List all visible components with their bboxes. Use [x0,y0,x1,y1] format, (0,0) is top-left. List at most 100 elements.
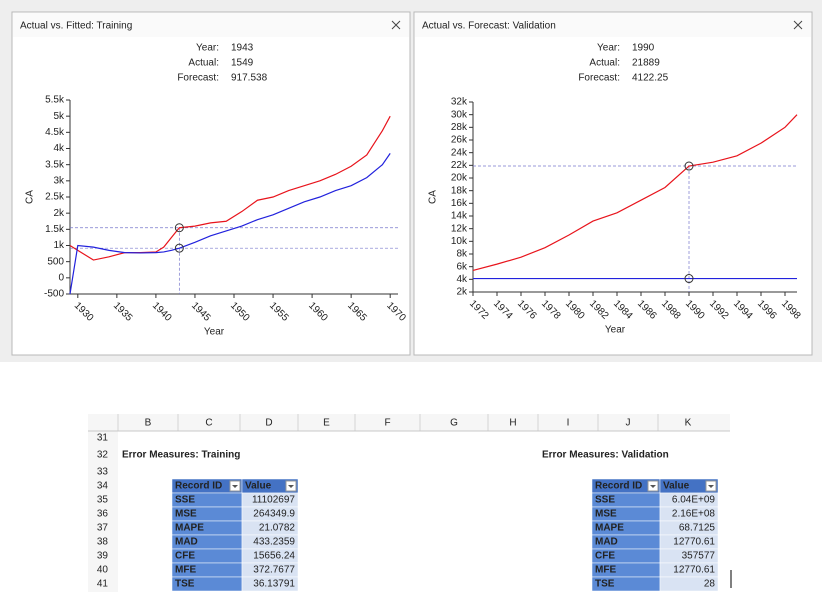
measure-name: MSE [595,509,617,520]
tooltip-value: 1943 [231,43,254,54]
measure-name: CFE [595,551,615,562]
row-header-bar [88,431,118,592]
measure-value: 2.16E+08 [672,509,716,520]
table-header: Record ID [595,481,642,492]
measure-value: 264349.9 [253,509,295,520]
y-tick-label: 8k [456,249,468,260]
measure-value: 372.7677 [253,565,295,576]
y-tick-label: 3k [53,175,65,186]
tooltip-value: 1549 [231,58,254,69]
y-tick-label: 6k [456,261,468,272]
measure-name: MAPE [175,523,204,534]
y-tick-label: 5.5k [45,95,65,106]
y-tick-label: 12k [451,223,468,234]
table-title: Error Measures: Training [122,450,240,461]
y-tick-label: 2k [456,287,468,298]
measure-name: TSE [175,579,195,590]
measure-value: 11102697 [252,495,295,506]
measure-name: MFE [175,565,196,576]
row-header: 32 [97,450,109,461]
measure-name: MAD [175,537,198,548]
y-tick-label: 1k [53,240,65,251]
row-header: 37 [97,523,109,534]
y-tick-label: 14k [451,211,468,222]
y-tick-label: 0 [58,272,64,283]
measure-value: 6.04E+09 [672,495,716,506]
tooltip-label: Forecast: [578,73,620,84]
tooltip-value: 21889 [632,58,660,69]
row-header: 35 [97,495,109,506]
y-tick-label: 2k [53,208,65,219]
y-tick-label: 500 [47,256,64,267]
measure-name: TSE [595,579,615,590]
table-header: Value [245,481,272,492]
y-axis-label: CA [25,190,36,204]
window-title: Actual vs. Fitted: Training [20,21,132,32]
y-tick-label: 1.5k [45,224,65,235]
y-tick-label: 4k [456,274,468,285]
y-tick-label: 30k [451,109,468,120]
value-cell [659,576,719,592]
column-header: H [509,418,516,429]
column-header: C [205,418,212,429]
column-header-bar [88,414,730,431]
measure-name: MAD [595,537,618,548]
filter-arrow [650,485,656,488]
row-header: 39 [97,551,109,562]
series-line [472,114,798,272]
tooltip-value: 4122.25 [632,73,669,84]
close-button[interactable] [793,20,803,30]
y-tick-label: 18k [451,185,468,196]
y-tick-label: 28k [451,122,468,133]
hover-point [684,274,694,284]
y-tick-label: 10k [451,236,468,247]
column-header: K [685,418,692,429]
title-bar [13,13,409,37]
measure-value: 21.0782 [259,523,296,534]
y-tick-label: 4k [53,143,65,154]
x-axis-label: Year [605,325,626,336]
tooltip-value: 917.538 [231,73,268,84]
y-tick-label: 32k [451,97,468,108]
table-title: Error Measures: Validation [542,450,669,461]
column-header: D [265,418,272,429]
column-header: I [567,418,570,429]
row-header: 34 [97,481,109,492]
column-header: G [450,418,458,429]
measure-value: 12770.61 [673,565,715,576]
tooltip-label: Forecast: [177,73,219,84]
hover-point [174,223,184,233]
value-cell [241,576,299,592]
tooltip-label: Actual: [589,58,620,69]
measure-value: 12770.61 [673,537,715,548]
row-header: 31 [97,433,109,444]
series-line [69,153,391,295]
hover-point [174,243,184,253]
spreadsheet: B C D E F G H I J K 31 32 33 34 35 36 37 38 39 40 41 Error Me… [88,410,730,592]
measure-name: SSE [595,495,615,506]
measure-name: MAPE [595,523,624,534]
measure-value: 28 [704,579,716,590]
close-button[interactable] [391,20,401,30]
y-tick-label: -500 [44,289,64,300]
table-header: Value [663,481,690,492]
y-tick-label: 3.5k [45,159,65,170]
y-tick-label: 20k [451,173,468,184]
title-bar [415,13,811,37]
row-header: 40 [97,565,109,576]
row-header: 38 [97,537,109,548]
column-header: F [384,418,390,429]
filter-arrow [288,485,294,488]
measure-name: MFE [595,565,616,576]
measure-name: MSE [175,509,197,520]
tooltip-label: Actual: [188,58,219,69]
measure-value: 68.7125 [679,523,716,534]
hover-point [684,161,694,171]
tooltip-value: 1990 [632,43,655,54]
filter-arrow [708,485,714,488]
window [11,11,411,356]
window-title: Actual vs. Forecast: Validation [422,21,556,32]
tooltip-label: Year: [597,43,620,54]
measure-value: 15656.24 [253,551,295,562]
filter-arrow [232,485,238,488]
